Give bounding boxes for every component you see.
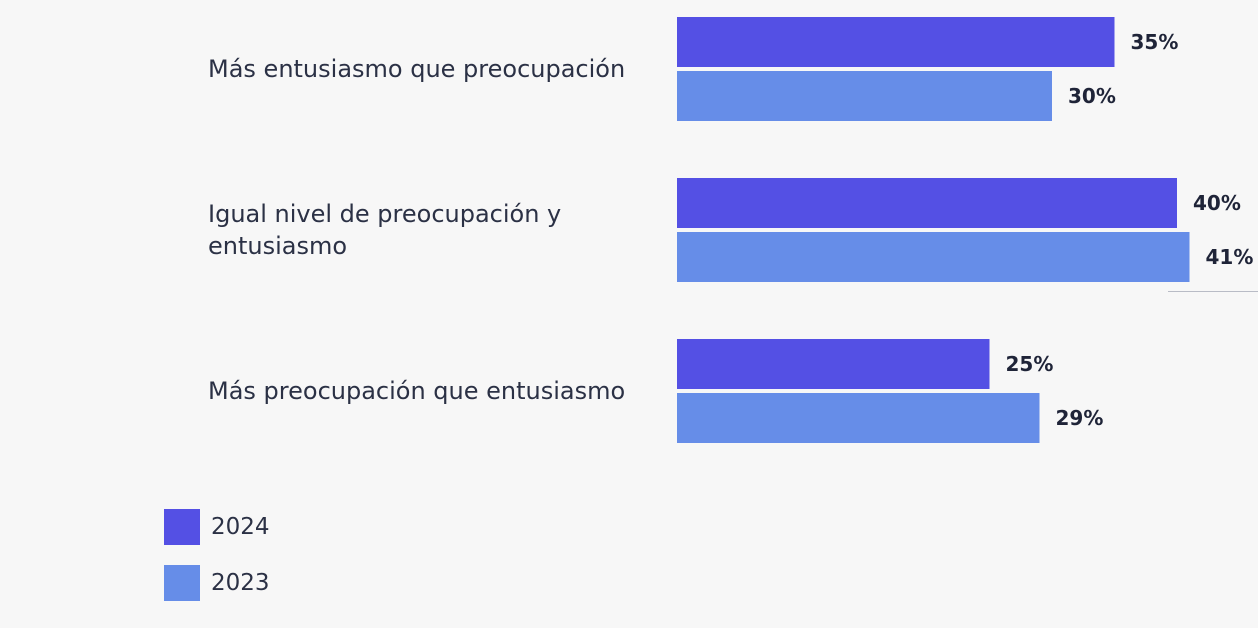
bar-2023-0 (677, 71, 1052, 121)
category-label-0: Más entusiasmo que preocupación (208, 55, 625, 83)
category-label-line: Igual nivel de preocupación y (208, 200, 561, 228)
category-label-2: Más preocupación que entusiasmo (208, 377, 625, 405)
category-label-line: entusiasmo (208, 232, 347, 260)
value-label-2024-1: 40% (1193, 191, 1241, 215)
value-label-2024-0: 35% (1131, 30, 1179, 54)
bar-2024-1 (677, 178, 1177, 228)
category-label-line: Más entusiasmo que preocupación (208, 55, 625, 83)
legend-item-2023: 2023 (164, 565, 270, 601)
value-label-2023-0: 30% (1068, 84, 1116, 108)
value-label-2023-2: 29% (1056, 406, 1104, 430)
category-label-line: Más preocupación que entusiasmo (208, 377, 625, 405)
bar-2024-2 (677, 339, 990, 389)
legend-label-2024: 2024 (211, 514, 270, 540)
divider-line (1168, 291, 1258, 292)
value-label-2023-1: 41% (1206, 245, 1254, 269)
legend-swatch-2023 (164, 565, 200, 601)
value-label-2024-2: 25% (1006, 352, 1054, 376)
legend-label-2023: 2023 (211, 570, 270, 596)
bar-2024-0 (677, 17, 1115, 67)
legend: 2024 2023 (164, 509, 270, 621)
legend-swatch-2024 (164, 509, 200, 545)
category-label-1: Igual nivel de preocupación y entusiasmo (208, 200, 561, 260)
legend-item-2024: 2024 (164, 509, 270, 545)
bar-2023-2 (677, 393, 1040, 443)
bar-2023-1 (677, 232, 1190, 282)
